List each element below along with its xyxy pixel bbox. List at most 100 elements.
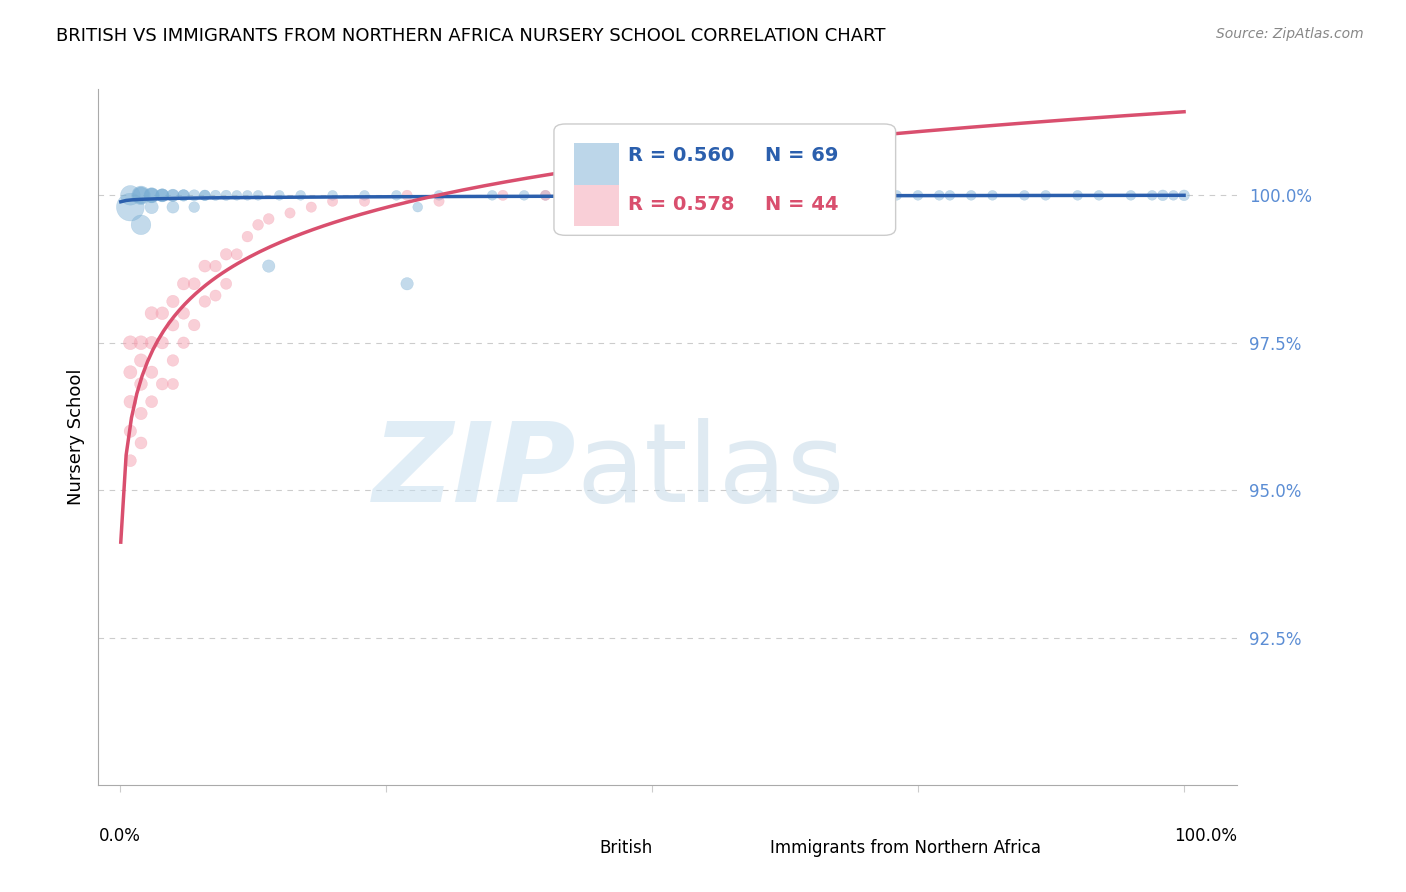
Point: [162, 294, 184, 309]
Point: [194, 259, 217, 273]
Point: [120, 394, 142, 409]
Point: [141, 188, 163, 202]
Point: [162, 188, 184, 202]
Point: [141, 188, 163, 202]
Text: BRITISH VS IMMIGRANTS FROM NORTHERN AFRICA NURSERY SCHOOL CORRELATION CHART: BRITISH VS IMMIGRANTS FROM NORTHERN AFRI…: [56, 27, 886, 45]
Point: [225, 247, 247, 261]
Point: [173, 335, 195, 350]
Point: [150, 188, 173, 202]
Point: [1088, 188, 1111, 202]
Y-axis label: Nursery School: Nursery School: [66, 368, 84, 506]
Point: [120, 188, 142, 202]
Text: 0.0%: 0.0%: [98, 827, 141, 845]
Point: [120, 335, 142, 350]
Text: 100.0%: 100.0%: [1174, 827, 1237, 845]
Point: [1035, 188, 1057, 202]
Point: [269, 188, 291, 202]
Point: [641, 188, 664, 202]
Point: [215, 188, 238, 202]
Point: [800, 188, 823, 202]
Point: [492, 188, 515, 202]
Text: ZIP: ZIP: [373, 418, 576, 525]
Point: [162, 318, 184, 332]
Point: [385, 188, 408, 202]
Point: [960, 188, 983, 202]
Point: [875, 188, 897, 202]
Point: [194, 188, 217, 202]
Point: [1163, 188, 1185, 202]
Point: [257, 211, 280, 226]
Point: [1173, 188, 1195, 202]
Point: [832, 188, 855, 202]
Point: [236, 188, 259, 202]
Text: atlas: atlas: [576, 418, 845, 525]
Point: [215, 277, 238, 291]
Point: [150, 188, 173, 202]
Text: British: British: [599, 838, 652, 856]
Point: [768, 188, 790, 202]
Point: [120, 424, 142, 438]
Point: [129, 377, 152, 392]
Point: [120, 453, 142, 467]
Point: [928, 188, 950, 202]
Point: [853, 188, 876, 202]
Text: R = 0.560: R = 0.560: [628, 145, 734, 165]
Point: [129, 353, 152, 368]
Point: [150, 335, 173, 350]
Point: [141, 335, 163, 350]
Point: [396, 277, 419, 291]
Point: [183, 277, 205, 291]
Point: [1119, 188, 1142, 202]
Point: [129, 335, 152, 350]
Point: [194, 294, 217, 309]
Point: [129, 436, 152, 450]
Point: [183, 200, 205, 214]
Point: [183, 318, 205, 332]
Point: [204, 288, 226, 302]
FancyBboxPatch shape: [554, 124, 896, 235]
Point: [257, 259, 280, 273]
Text: Immigrants from Northern Africa: Immigrants from Northern Africa: [770, 838, 1042, 856]
Point: [129, 188, 152, 202]
Point: [1140, 188, 1163, 202]
Point: [322, 188, 344, 202]
Point: [907, 188, 929, 202]
Point: [534, 188, 557, 202]
Point: [194, 188, 217, 202]
Point: [204, 259, 226, 273]
FancyBboxPatch shape: [575, 186, 619, 227]
Point: [141, 200, 163, 214]
Point: [322, 194, 344, 209]
Point: [821, 188, 844, 202]
Point: [150, 188, 173, 202]
Text: N = 44: N = 44: [765, 194, 838, 213]
Point: [173, 277, 195, 291]
Point: [173, 306, 195, 320]
Point: [141, 365, 163, 379]
Point: [886, 188, 908, 202]
Point: [427, 188, 450, 202]
Point: [981, 188, 1004, 202]
Point: [567, 200, 589, 214]
Point: [150, 306, 173, 320]
Point: [129, 218, 152, 232]
Point: [141, 188, 163, 202]
FancyBboxPatch shape: [575, 144, 619, 185]
Point: [129, 188, 152, 202]
Point: [236, 229, 259, 244]
Point: [141, 394, 163, 409]
Point: [1014, 188, 1036, 202]
Point: [672, 188, 695, 202]
Point: [299, 200, 322, 214]
Point: [215, 247, 238, 261]
Point: [939, 188, 962, 202]
Point: [513, 188, 536, 202]
Point: [129, 188, 152, 202]
Point: [162, 377, 184, 392]
Point: [716, 188, 738, 202]
Text: N = 69: N = 69: [765, 145, 838, 165]
Point: [620, 188, 643, 202]
Point: [406, 200, 429, 214]
Point: [779, 188, 801, 202]
Point: [725, 188, 748, 202]
